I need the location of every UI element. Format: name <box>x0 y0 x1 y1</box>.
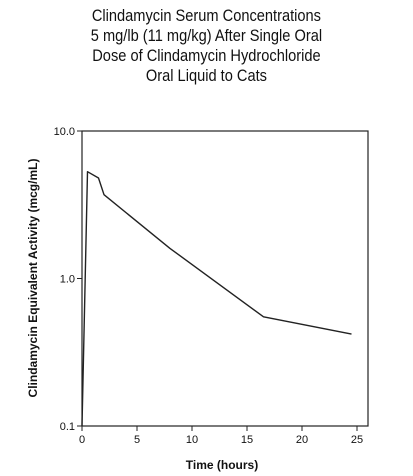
chart-title-line-2: 5 mg/lb (11 mg/kg) After Single Oral <box>90 26 323 45</box>
x-axis: 0 5 10 15 20 25 <box>79 426 363 446</box>
plot-frame <box>81 130 369 427</box>
x-tick-label: 15 <box>241 434 253 446</box>
series-line <box>81 171 352 427</box>
y-tick-label: 1.0 <box>60 274 75 286</box>
chart-title-line-4: Oral Liquid to Cats <box>145 66 267 85</box>
y-tick-label: 0.1 <box>60 421 75 433</box>
chart-title-line-3: Dose of Clindamycin Hydrochloride <box>92 46 321 65</box>
x-tick-label: 20 <box>296 434 308 446</box>
y-tick-label: 10.0 <box>54 126 75 138</box>
y-axis-label: Clindamycin Equivalent Activity (mcg/mL) <box>26 159 40 398</box>
x-axis-label: Time (hours) <box>186 458 258 472</box>
x-tick-label: 0 <box>79 434 85 446</box>
x-tick-label: 25 <box>351 434 363 446</box>
chart-title-line-1: Clindamycin Serum Concentrations <box>91 6 321 25</box>
x-tick-label: 5 <box>134 434 140 446</box>
x-tick-label: 10 <box>186 434 198 446</box>
chart-title: Clindamycin Serum Concentrations 5 mg/lb… <box>29 6 384 86</box>
y-axis: 0.1 1.0 10.0 <box>54 126 82 433</box>
